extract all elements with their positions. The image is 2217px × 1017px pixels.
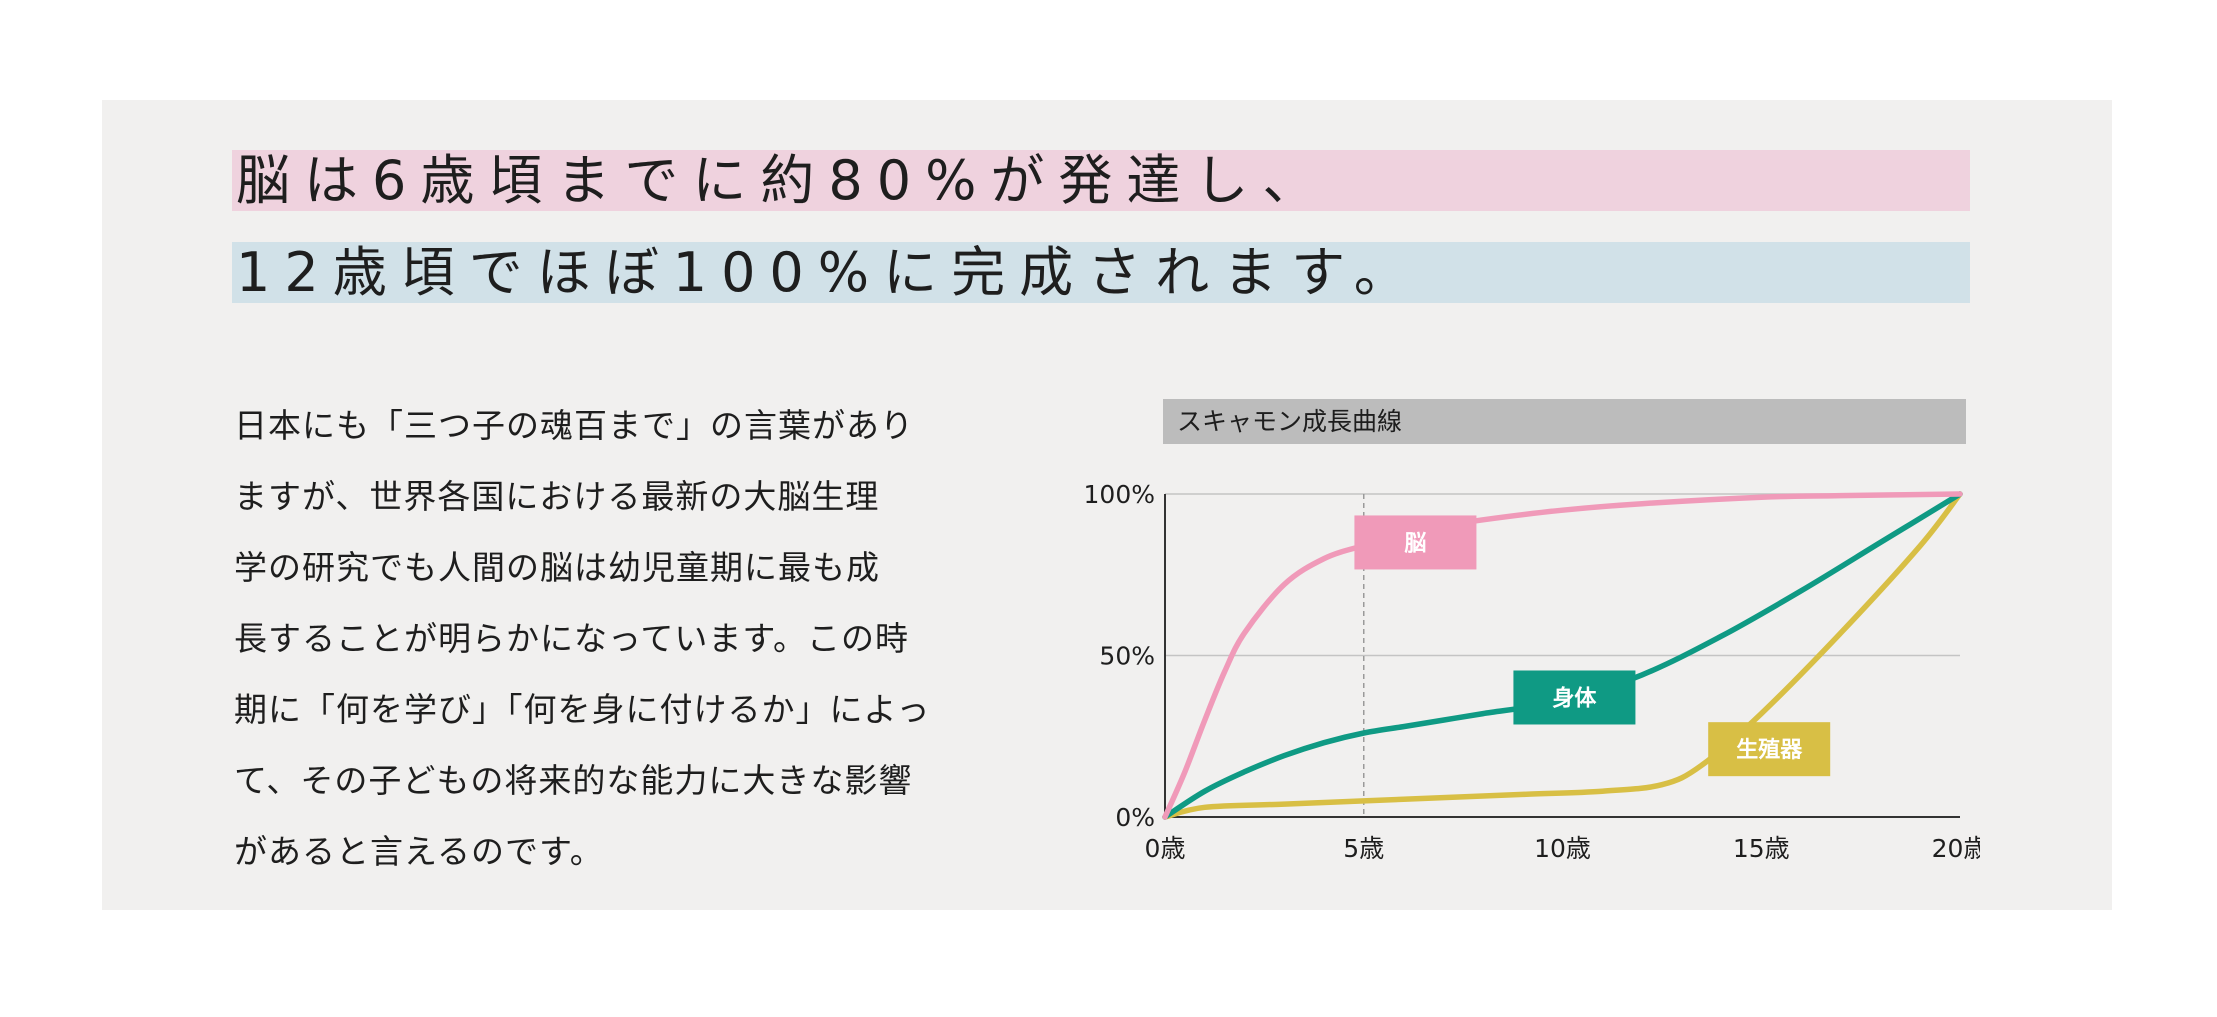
body-line: 期に「何を学び」「何を身に付けるか」によっ [234, 690, 931, 729]
y-tick-label: 0% [1115, 803, 1155, 832]
series-label-box [1513, 670, 1636, 725]
body-line: 長することが明らかになっています。この時 [234, 619, 910, 658]
y-tick-label: 100% [1084, 480, 1155, 509]
headline-line-2: 12歳頃でほぼ100%に完成されます。 [232, 242, 1970, 303]
series-label: 身体 [1552, 685, 1597, 711]
series-line [1162, 491, 1963, 820]
body-line: て、その子どもの将来的な能力に大きな影響 [234, 761, 913, 800]
x-tick-label: 10歳 [1534, 834, 1591, 863]
headline-line-1: 脳は6歳頃までに約80%が発達し、 [232, 150, 1970, 211]
body-line: 日本にも「三つ子の魂百まで」の言葉があり [234, 406, 914, 445]
body-line: ますが、世界各国における最新の大脳生理 [234, 477, 880, 516]
y-tick-label: 50% [1099, 642, 1155, 671]
x-tick-label: 5歳 [1343, 834, 1384, 863]
chart-title: スキャモン成長曲線 [1163, 399, 1966, 444]
x-tick-label: 20歳 [1932, 834, 1980, 863]
body-line: 学の研究でも人間の脳は幼児童期に最も成 [234, 548, 880, 587]
series-label-box [1708, 722, 1831, 777]
series-label-box [1354, 515, 1477, 570]
body-paragraph: 日本にも「三つ子の魂百まで」の言葉があり ますが、世界各国における最新の大脳生理… [234, 390, 994, 887]
x-tick-label: 15歳 [1733, 834, 1790, 863]
series-line [1162, 491, 1963, 820]
series-label: 脳 [1404, 531, 1426, 556]
x-tick-label: 0歳 [1145, 834, 1186, 863]
series-label: 生殖器 [1736, 737, 1803, 763]
body-line: があると言えるのです。 [234, 832, 604, 871]
